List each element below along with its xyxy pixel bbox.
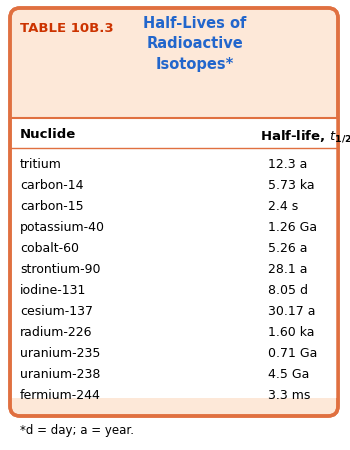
Text: 5.26 a: 5.26 a [268,242,308,255]
Text: 3.3 ms: 3.3 ms [268,389,310,402]
Text: cobalt-60: cobalt-60 [20,242,79,255]
Text: Nuclide: Nuclide [20,128,76,141]
Text: tritium: tritium [20,158,62,171]
FancyBboxPatch shape [10,8,338,416]
Text: Half-life, $\mathbf{\mathit{t}}$$_\mathbf{1/2}$: Half-life, $\mathbf{\mathit{t}}$$_\mathb… [260,128,350,144]
Text: uranium-235: uranium-235 [20,347,100,360]
Text: *d = day; a = year.: *d = day; a = year. [20,424,134,437]
Text: carbon-15: carbon-15 [20,200,84,213]
Text: 2.4 s: 2.4 s [268,200,298,213]
Text: fermium-244: fermium-244 [20,389,101,402]
Text: Half-Lives of
Radioactive
Isotopes*: Half-Lives of Radioactive Isotopes* [143,16,247,72]
Text: strontium-90: strontium-90 [20,263,100,276]
Text: potassium-40: potassium-40 [20,221,105,234]
Text: uranium-238: uranium-238 [20,368,100,381]
Bar [12,118,336,398]
Text: carbon-14: carbon-14 [20,179,84,192]
Text: 1.60 ka: 1.60 ka [268,326,315,339]
Text: 5.73 ka: 5.73 ka [268,179,315,192]
Text: 0.71 Ga: 0.71 Ga [268,347,317,360]
Text: 1.26 Ga: 1.26 Ga [268,221,317,234]
Text: 4.5 Ga: 4.5 Ga [268,368,309,381]
Text: 28.1 a: 28.1 a [268,263,308,276]
Text: iodine-131: iodine-131 [20,284,86,297]
Text: cesium-137: cesium-137 [20,305,93,318]
Text: 12.3 a: 12.3 a [268,158,307,171]
Text: 8.05 d: 8.05 d [268,284,308,297]
Text: 30.17 a: 30.17 a [268,305,315,318]
Text: TABLE 10B.3: TABLE 10B.3 [20,22,114,35]
Text: radium-226: radium-226 [20,326,92,339]
